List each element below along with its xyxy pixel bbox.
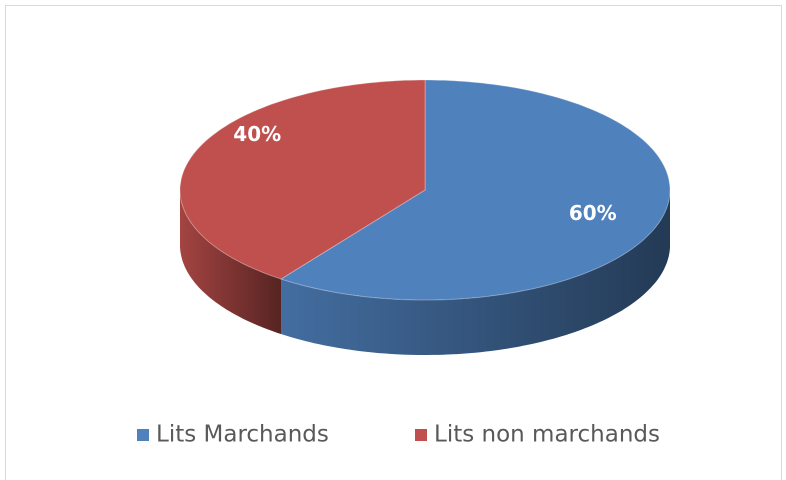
data-label: 40% (233, 122, 281, 146)
pie-slice (179, 79, 426, 280)
legend-swatch (137, 429, 149, 441)
legend-label: Lits Marchands (156, 422, 329, 448)
data-label: 60% (569, 201, 617, 225)
legend-swatch (415, 429, 427, 441)
pie-slice-side-shade (180, 190, 281, 334)
pie-slice (279, 79, 671, 301)
pie-slice-side-shade (281, 190, 670, 355)
legend-label: Lits non marchands (434, 422, 660, 448)
